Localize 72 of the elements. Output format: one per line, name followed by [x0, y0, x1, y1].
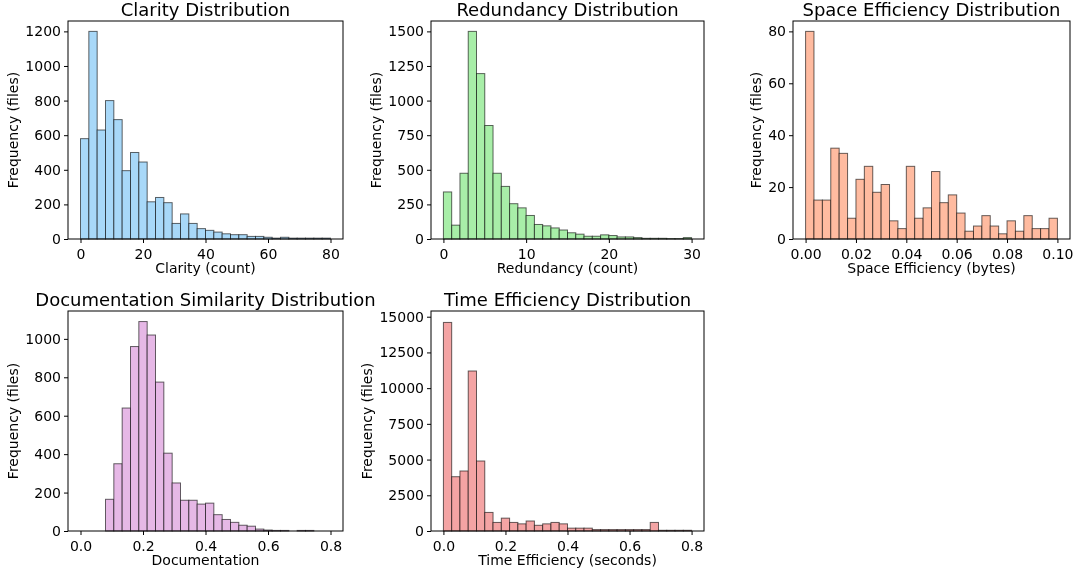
x-axis-title: Time Efficiency (seconds) [477, 552, 657, 568]
x-tick-label: 20 [600, 245, 619, 262]
y-tick-label: 600 [34, 127, 61, 144]
x-tick-label: 0.02 [840, 245, 873, 262]
x-tick-label: 0.4 [194, 537, 218, 554]
y-tick-label: 750 [397, 127, 424, 144]
y-tick-label: 0 [52, 230, 61, 247]
x-tick-label: 0.8 [319, 537, 343, 554]
y-tick-label: 1200 [25, 23, 61, 40]
y-tick-label: 10000 [379, 380, 424, 397]
y-tick-label: 0 [415, 230, 424, 247]
y-axis-title: Frequency (files) [5, 362, 22, 480]
y-tick-label: 1250 [388, 57, 424, 74]
y-tick-label: 5000 [388, 451, 424, 468]
y-tick-label: 2500 [388, 487, 424, 504]
x-tick-label: 0.08 [991, 245, 1024, 262]
y-tick-label: 400 [34, 446, 61, 463]
y-axis-title: Frequency (files) [368, 71, 385, 189]
x-axis-title: Space Efficiency (bytes) [847, 260, 1016, 276]
x-tick-label: 0 [76, 245, 86, 262]
chart-title: Time Efficiency Distribution [442, 289, 692, 310]
x-tick-label: 20 [134, 245, 153, 262]
x-tick-label: 30 [683, 245, 701, 262]
y-tick-label: 0 [52, 522, 61, 539]
x-tick-label: 0.0 [69, 537, 93, 554]
x-tick-label: 0.8 [680, 537, 704, 554]
y-tick-label: 1000 [388, 92, 424, 109]
chart-title: Clarity Distribution [120, 0, 291, 20]
y-axis-title: Frequency (files) [359, 362, 376, 480]
y-tick-label: 80 [768, 23, 786, 40]
x-tick-label: 0.6 [618, 537, 642, 554]
x-tick-label: 0.04 [891, 245, 923, 262]
y-tick-label: 200 [34, 196, 61, 213]
y-tick-label: 7500 [388, 415, 424, 432]
x-tick-label: 0.4 [556, 537, 580, 554]
x-tick-label: 60 [259, 245, 278, 262]
y-tick-label: 60 [768, 75, 786, 92]
x-axis-title: Documentation [151, 552, 260, 568]
y-tick-label: 0 [777, 230, 786, 247]
x-axis-title: Redundancy (count) [496, 260, 639, 276]
x-tick-label: 0.0 [432, 537, 456, 554]
y-tick-label: 20 [768, 179, 786, 196]
y-tick-label: 1000 [25, 330, 61, 347]
chart-title: Documentation Similarity Distribution [35, 289, 376, 310]
y-tick-label: 40 [768, 127, 786, 144]
y-tick-label: 600 [34, 407, 61, 424]
y-tick-label: 800 [34, 92, 61, 109]
x-tick-label: 80 [322, 245, 340, 262]
x-tick-label: 0.00 [790, 245, 822, 262]
y-tick-label: 800 [34, 369, 61, 386]
y-axis-title: Frequency (files) [748, 71, 765, 189]
x-tick-label: 0 [439, 245, 449, 262]
x-tick-label: 40 [197, 245, 215, 262]
y-tick-label: 1500 [388, 23, 424, 40]
x-tick-label: 0.2 [494, 537, 518, 554]
y-tick-label: 15000 [379, 308, 424, 325]
x-tick-label: 0.10 [1042, 245, 1074, 262]
y-tick-label: 12500 [379, 344, 424, 361]
x-tick-label: 0.2 [132, 537, 155, 554]
chart-title: Space Efficiency Distribution [802, 0, 1061, 20]
x-tick-label: 0.06 [941, 245, 973, 262]
x-tick-label: 10 [517, 245, 536, 262]
y-axis-title: Frequency (files) [5, 71, 22, 189]
y-tick-label: 250 [397, 196, 424, 213]
y-tick-label: 1000 [25, 57, 61, 74]
x-tick-label: 0.6 [257, 537, 280, 554]
x-axis-title: Clarity (count) [155, 260, 256, 276]
y-tick-label: 500 [397, 161, 424, 178]
y-tick-label: 400 [34, 161, 61, 178]
chart-title: Redundancy Distribution [456, 0, 679, 20]
y-tick-label: 200 [34, 484, 61, 501]
y-tick-label: 0 [415, 522, 424, 539]
